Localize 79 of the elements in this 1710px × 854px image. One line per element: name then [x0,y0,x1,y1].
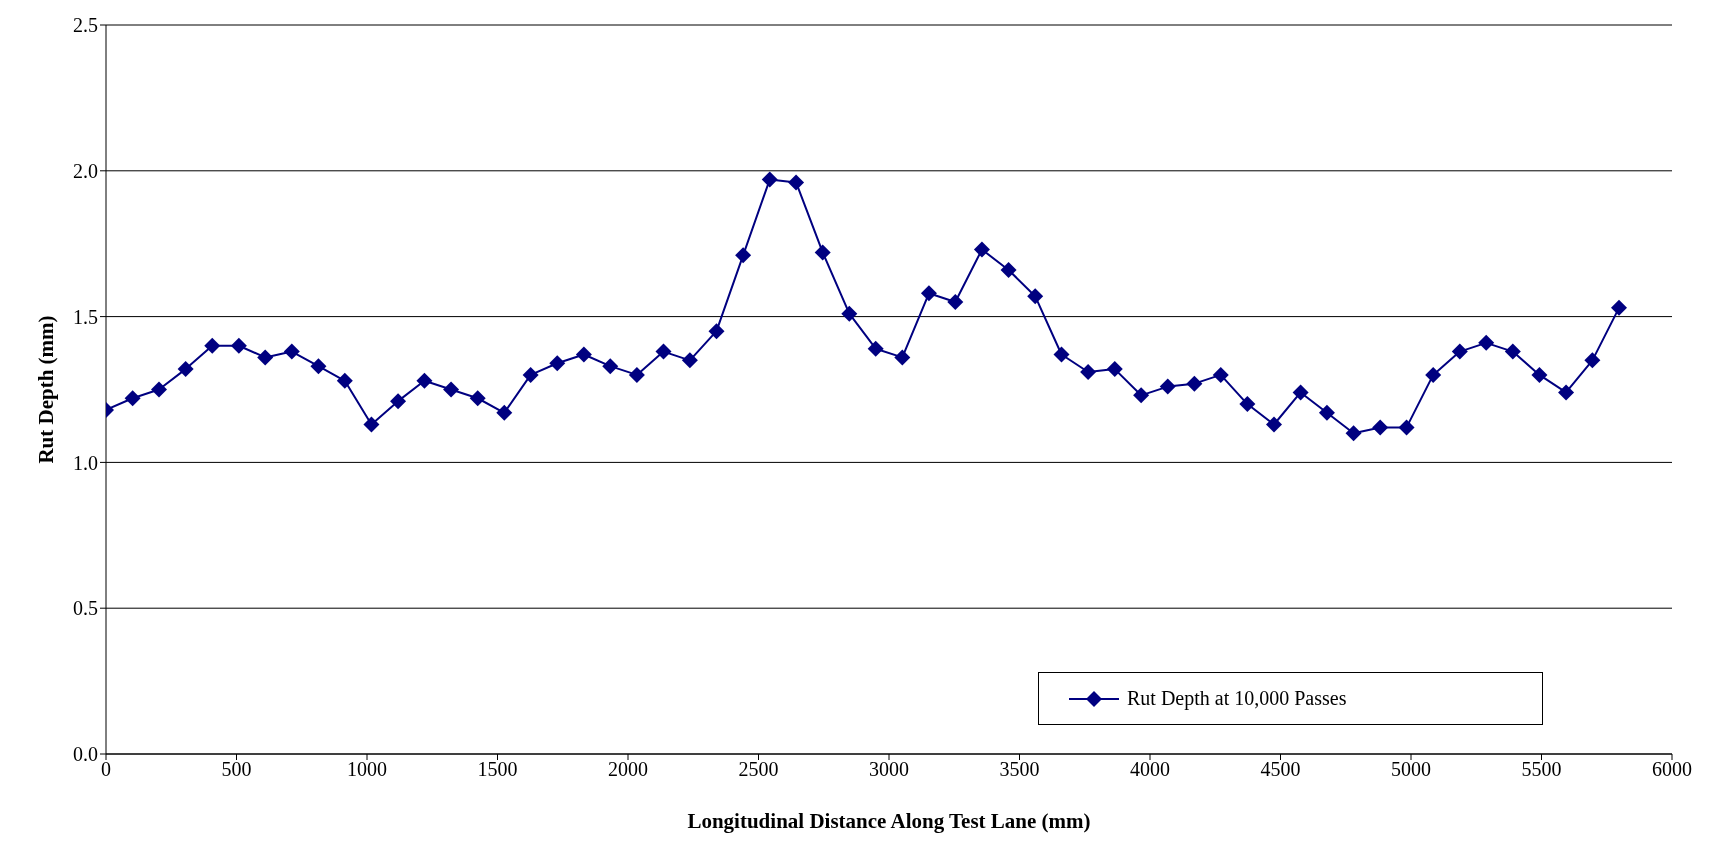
point [1611,299,1628,316]
point [761,171,778,188]
point [894,349,911,366]
point [1133,387,1150,404]
x-tick-label: 500 [221,758,252,781]
point [1265,416,1282,433]
x-tick-label: 1000 [347,758,387,781]
point [336,372,353,389]
point [867,340,884,357]
y-tick-label: 1.0 [73,451,98,474]
point [1239,396,1256,413]
point [1372,419,1389,436]
point [1000,261,1017,278]
point [1080,364,1097,380]
x-tick-label: 3500 [999,758,1040,781]
x-tick-label: 4500 [1260,758,1301,781]
point [150,381,167,398]
point [1318,404,1335,421]
point [947,294,964,311]
point [1027,288,1044,305]
point [522,366,539,383]
point [363,416,380,433]
point [1159,378,1176,395]
point [1186,375,1203,392]
x-tick-label: 5500 [1521,758,1562,781]
point [1451,343,1468,360]
point [1504,343,1521,360]
point [496,404,513,421]
point [1345,425,1362,442]
point [124,390,141,407]
point [575,346,592,363]
point [920,285,937,302]
point [283,343,300,360]
point [1212,366,1229,383]
x-tick-label: 3000 [869,758,909,781]
point [1106,361,1123,378]
point [814,244,831,261]
point [602,358,619,375]
point [841,305,858,322]
point [1053,346,1070,363]
point [230,337,247,354]
point [1425,366,1442,383]
point [1558,384,1575,401]
point [973,241,990,258]
x-axis-title: Longitudinal Distance Along Test Lane (mm) [687,809,1091,833]
point [310,358,327,375]
point [655,343,672,360]
y-tick-label: 2.0 [73,159,98,182]
point [204,337,221,354]
y-tick-label: 2.5 [73,14,98,37]
point [628,366,645,383]
point [1478,334,1495,351]
point [257,349,274,366]
x-tick-label: 4000 [1130,758,1170,781]
x-tick-label: 1500 [477,758,518,781]
point [681,352,698,369]
y-tick-label: 0.5 [73,597,98,620]
x-tick-label: 2000 [608,758,648,781]
point [416,372,433,389]
y-tick-label: 0.0 [73,743,98,766]
point [177,361,194,378]
point [1584,352,1601,369]
point [549,355,566,372]
point [708,323,725,340]
point [735,247,752,264]
point [443,381,460,398]
x-tick-label: 5000 [1391,758,1431,781]
y-axis-title: Rut Depth (mm) [34,315,59,464]
point [788,174,805,191]
x-tick-label: 0 [101,758,111,781]
x-tick-label: 6000 [1652,758,1692,781]
point [1292,384,1309,401]
legend-label: Rut Depth at 10,000 Passes [1127,687,1347,710]
point [390,393,407,410]
y-tick-label: 1.5 [73,305,98,328]
point [1398,419,1415,436]
point [1531,366,1548,383]
point [469,390,486,407]
x-tick-label: 2500 [738,758,779,781]
